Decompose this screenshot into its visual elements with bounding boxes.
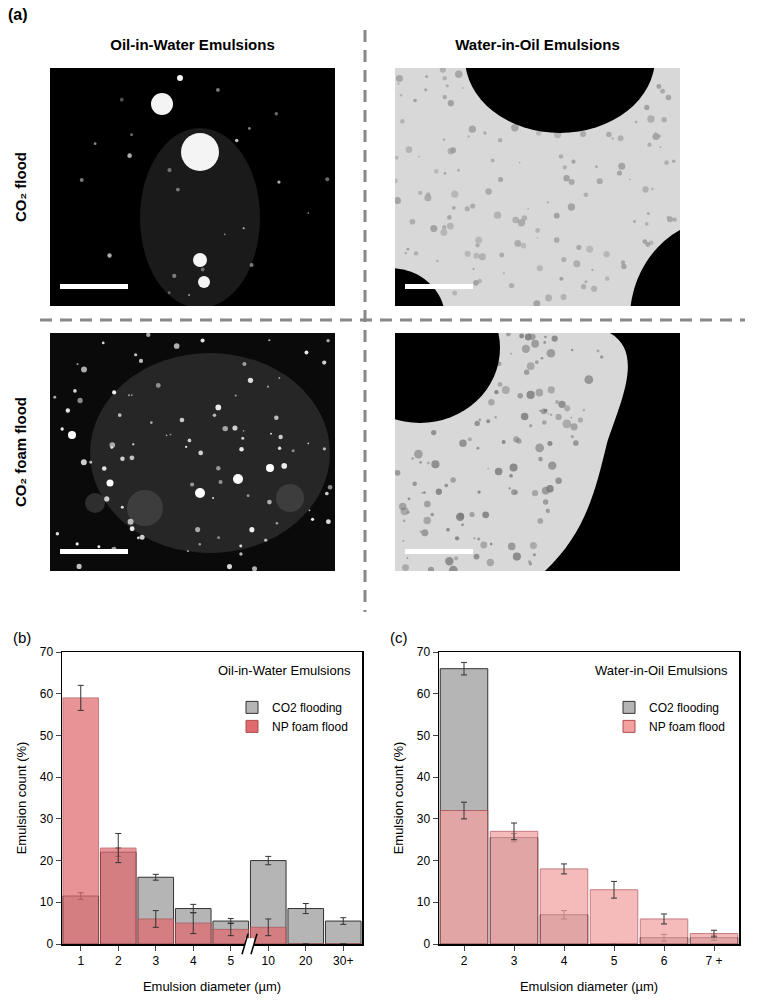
svg-text:(b): (b) bbox=[13, 629, 31, 646]
svg-text:10: 10 bbox=[262, 954, 276, 968]
svg-text:40: 40 bbox=[417, 770, 431, 784]
svg-text:CO₂ flood: CO₂ flood bbox=[12, 152, 29, 222]
svg-text:5: 5 bbox=[227, 954, 234, 968]
svg-text:30: 30 bbox=[40, 812, 54, 826]
svg-text:50: 50 bbox=[417, 729, 431, 743]
svg-text:6: 6 bbox=[661, 954, 668, 968]
svg-text:50: 50 bbox=[40, 729, 54, 743]
svg-text:Oil-in-Water Emulsions: Oil-in-Water Emulsions bbox=[218, 663, 351, 678]
svg-text:3: 3 bbox=[511, 954, 518, 968]
svg-text:40: 40 bbox=[40, 770, 54, 784]
svg-text:2: 2 bbox=[115, 954, 122, 968]
svg-text:NP foam flood: NP foam flood bbox=[272, 720, 348, 734]
svg-text:1: 1 bbox=[77, 954, 84, 968]
svg-text:10: 10 bbox=[417, 895, 431, 909]
svg-text:3: 3 bbox=[152, 954, 159, 968]
svg-text:7 +: 7 + bbox=[705, 954, 722, 968]
svg-text:60: 60 bbox=[417, 687, 431, 701]
svg-text:10: 10 bbox=[40, 895, 54, 909]
svg-text:Emulsion count (%): Emulsion count (%) bbox=[391, 742, 406, 855]
svg-text:0: 0 bbox=[423, 937, 430, 951]
svg-text:70: 70 bbox=[40, 645, 54, 659]
svg-text:0: 0 bbox=[46, 937, 53, 951]
svg-text:Water-in-Oil Emulsions: Water-in-Oil Emulsions bbox=[595, 663, 728, 678]
svg-text:Oil-in-Water Emulsions: Oil-in-Water Emulsions bbox=[110, 36, 274, 53]
svg-text:4: 4 bbox=[561, 954, 568, 968]
svg-text:NP foam flood: NP foam flood bbox=[649, 720, 725, 734]
svg-text:CO₂ foam flood: CO₂ foam flood bbox=[12, 397, 29, 507]
svg-text:20: 20 bbox=[299, 954, 313, 968]
svg-text:CO2 flooding: CO2 flooding bbox=[272, 701, 342, 715]
svg-text:CO2 flooding: CO2 flooding bbox=[649, 701, 719, 715]
svg-text:20: 20 bbox=[417, 854, 431, 868]
svg-text:70: 70 bbox=[417, 645, 431, 659]
svg-text:30: 30 bbox=[417, 812, 431, 826]
svg-text:Emulsion diameter (µm): Emulsion diameter (µm) bbox=[143, 979, 281, 994]
svg-text:60: 60 bbox=[40, 687, 54, 701]
svg-text:5: 5 bbox=[611, 954, 618, 968]
svg-text:Emulsion count (%): Emulsion count (%) bbox=[14, 742, 29, 855]
svg-text:Water-in-Oil Emulsions: Water-in-Oil Emulsions bbox=[455, 36, 619, 53]
svg-text:2: 2 bbox=[461, 954, 468, 968]
svg-text:20: 20 bbox=[40, 854, 54, 868]
svg-text:Emulsion diameter (µm): Emulsion diameter (µm) bbox=[520, 979, 658, 994]
svg-text:4: 4 bbox=[190, 954, 197, 968]
svg-text:(c): (c) bbox=[390, 629, 408, 646]
svg-text:30+: 30+ bbox=[333, 954, 353, 968]
svg-text:(a): (a) bbox=[8, 6, 28, 23]
